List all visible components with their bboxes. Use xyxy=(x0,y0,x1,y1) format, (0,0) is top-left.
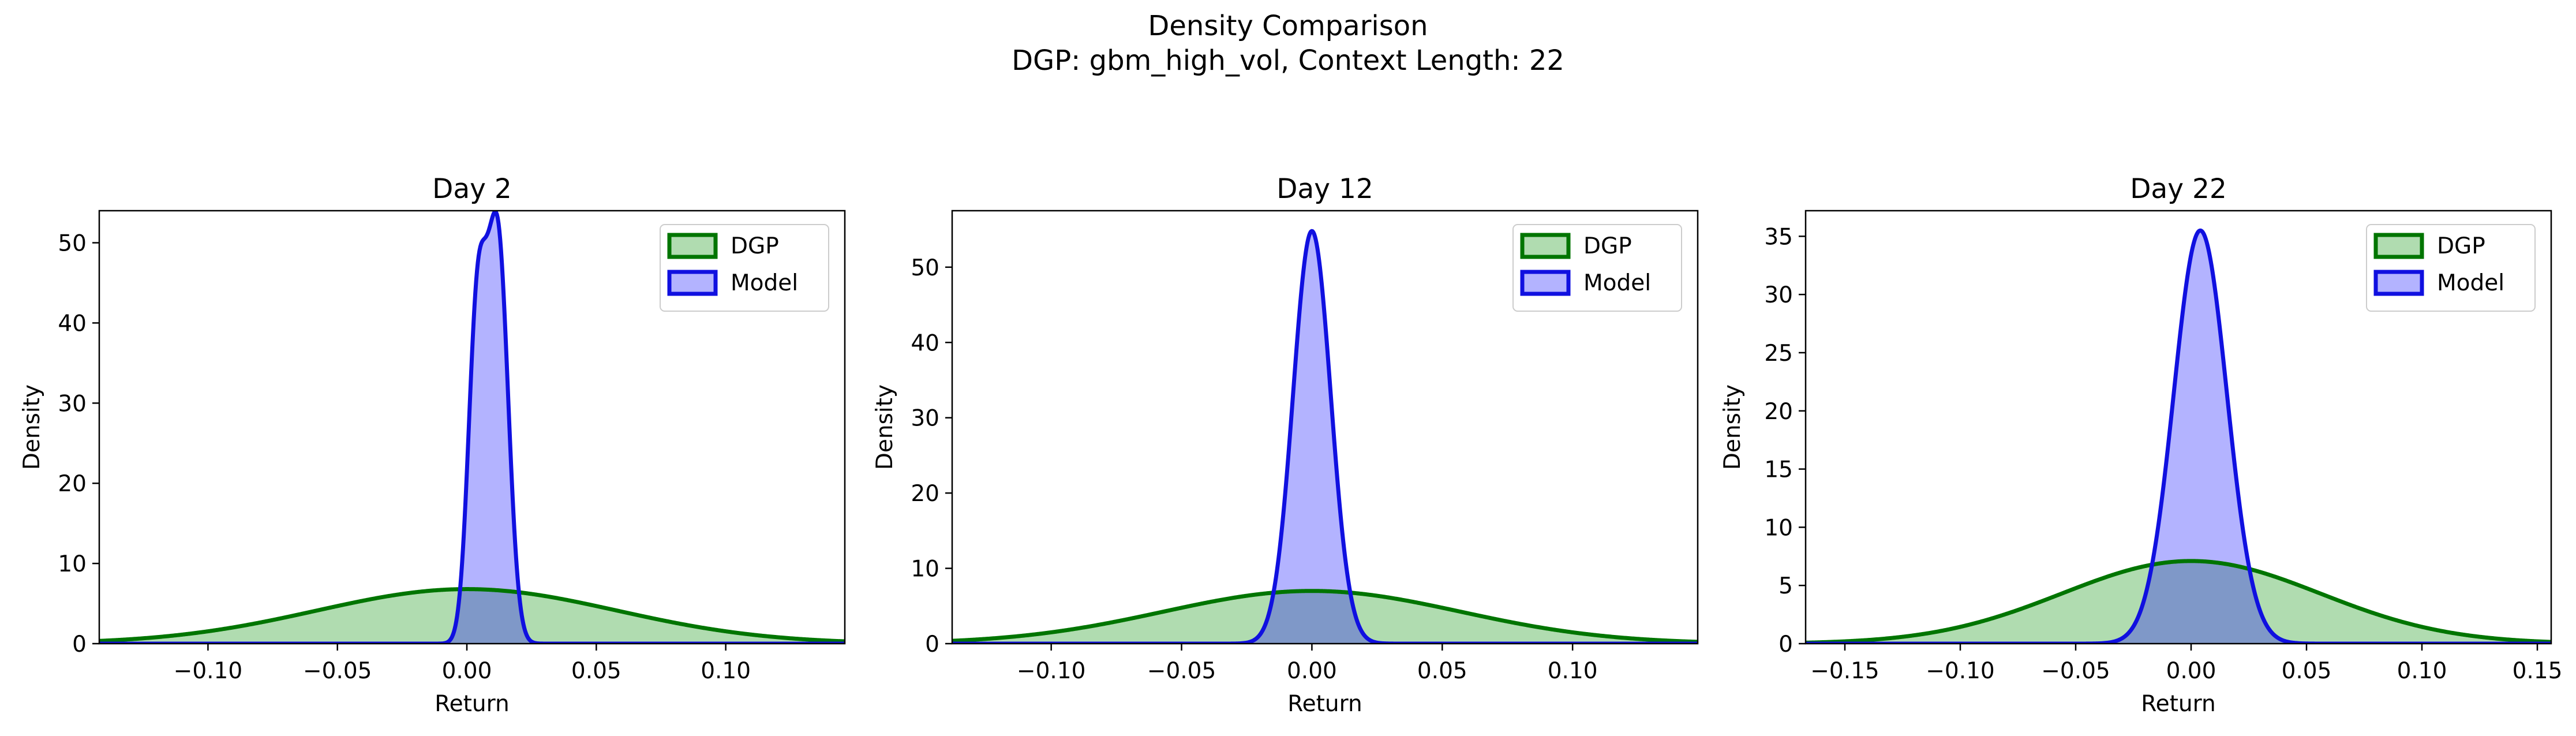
panel-3-ytick-label: 30 xyxy=(1764,282,1793,308)
panel-2-ylabel: Density xyxy=(872,384,898,470)
panel-3-xtick-label: −0.10 xyxy=(1926,658,1995,684)
panel-2-xlabel: Return xyxy=(1287,691,1362,717)
panel-1-ytick-label: 10 xyxy=(58,551,87,577)
panel-2-legend-swatch-model xyxy=(1520,270,1571,296)
panel-2-ytick-label: 0 xyxy=(925,632,939,657)
panel-2-ytick-label: 30 xyxy=(911,406,939,432)
panel-3-ytick-label: 5 xyxy=(1779,573,1793,599)
panel-1-model-line xyxy=(99,211,845,644)
panel-2-model-line xyxy=(952,229,1698,644)
panel-2-xtick-label: 0.00 xyxy=(1287,658,1337,684)
panel-1-legend-swatch-dgp xyxy=(667,233,718,259)
panel-1-legend-label-dgp: DGP xyxy=(731,233,779,259)
panel-2-xtick-label: −0.10 xyxy=(1017,658,1086,684)
panel-2-legend-swatch-dgp xyxy=(1520,233,1571,259)
panel-3-legend-label-dgp: DGP xyxy=(2437,233,2485,259)
panel-1-overlap-area xyxy=(99,589,845,644)
panel-3-legend-swatch-model xyxy=(2373,270,2424,296)
panel-2-ytick-label: 40 xyxy=(911,330,939,356)
panel-2-xtick-label: 0.10 xyxy=(1548,658,1598,684)
panel-3-ytick-label: 15 xyxy=(1764,457,1793,483)
panel-1: −0.10 −0.05 0.00 0.05 0.10 0 10 20 30 40 50 Day 2 Re… xyxy=(19,173,846,717)
panel-2-ytick-label: 50 xyxy=(911,255,939,281)
panel-2-legend-label-model: Model xyxy=(1583,270,1651,296)
panel-3-title: Day 22 xyxy=(2130,173,2227,205)
panel-1-dgp-line xyxy=(99,587,845,644)
panel-3-xtick-label: 0.15 xyxy=(2513,658,2563,684)
panel-1-ylabel: Density xyxy=(19,384,45,470)
panel-2-xtick-label: 0.05 xyxy=(1417,658,1467,684)
panel-1-ytick-label: 40 xyxy=(58,311,87,337)
panel-3-xtick-label: 0.10 xyxy=(2397,658,2447,684)
panel-3-legend: DGP Model xyxy=(2366,224,2536,312)
panel-3-xtick-label: −0.05 xyxy=(2041,658,2110,684)
figure-subtitle: DGP: gbm_high_vol, Context Length: 22 xyxy=(1012,44,1564,77)
panel-1-xtick-label: −0.05 xyxy=(303,658,372,684)
panel-1-xtick-label: 0.10 xyxy=(701,658,751,684)
panel-3-dgp-line xyxy=(1806,559,2551,644)
panel-3-model-area xyxy=(1806,230,2551,644)
panel-3-xtick-label: 0.00 xyxy=(2166,658,2216,684)
panel-1-legend: DGP Model xyxy=(660,224,829,312)
panel-3: −0.15 −0.10 −0.05 0.00 0.05 0.10 0.15 0 5 10 15 20 2… xyxy=(1720,173,2562,717)
panel-3-ytick-label: 35 xyxy=(1764,224,1793,250)
panel-2-legend: DGP Model xyxy=(1512,224,1682,312)
panel-1-xtick-label: 0.05 xyxy=(571,658,621,684)
panel-2-title: Day 12 xyxy=(1276,173,1373,205)
panel-3-legend-swatch-dgp xyxy=(2373,233,2424,259)
panel-3-ytick-label: 25 xyxy=(1764,341,1793,367)
panel-1-xlabel: Return xyxy=(435,691,509,717)
panel-2-ytick-label: 10 xyxy=(911,556,939,582)
panel-2-xtick-label: −0.05 xyxy=(1147,658,1216,684)
panel-1-ytick-label: 20 xyxy=(58,471,87,497)
panel-1-xtick-label: 0.00 xyxy=(442,658,492,684)
panel-1-axes-frame xyxy=(98,210,846,645)
panel-2-model-area xyxy=(952,231,1698,644)
panel-1-title: Day 2 xyxy=(432,173,512,205)
panel-3-overlap-area xyxy=(1806,561,2551,644)
panel-2-ytick-label: 20 xyxy=(911,481,939,507)
panel-2-dgp-line xyxy=(952,589,1698,644)
panel-3-ytick-label: 0 xyxy=(1779,632,1793,657)
panel-3-ytick-label: 20 xyxy=(1764,399,1793,425)
panel-3-legend-label-model: Model xyxy=(2437,270,2504,296)
panel-2-legend-label-dgp: DGP xyxy=(1583,233,1632,259)
panel-3-axes-frame xyxy=(1804,210,2552,645)
panel-1-xtick-label: −0.10 xyxy=(174,658,243,684)
panel-1-ytick-label: 30 xyxy=(58,391,87,417)
panel-1-legend-swatch-model xyxy=(667,270,718,296)
panel-1-legend-label-model: Model xyxy=(731,270,798,296)
panel-3-ylabel: Density xyxy=(1720,384,1746,470)
panel-1-ytick-label: 50 xyxy=(58,231,87,257)
panel-1-model-area xyxy=(99,211,845,644)
panel-3-ytick-label: 10 xyxy=(1764,515,1793,541)
figure-title: Density Comparison xyxy=(1148,10,1428,42)
panel-3-xlabel: Return xyxy=(2141,691,2215,717)
panel-3-xtick-label: 0.05 xyxy=(2282,658,2332,684)
panel-2: −0.10 −0.05 0.00 0.05 0.10 0 10 20 30 40 50 Day 12 R… xyxy=(872,173,1699,717)
panel-2-overlap-area xyxy=(952,591,1698,644)
panel-3-xtick-label: −0.15 xyxy=(1810,658,1879,684)
panel-3-model-line xyxy=(1806,228,2551,644)
panel-1-ytick-label: 0 xyxy=(72,632,87,657)
panel-2-axes-frame xyxy=(951,210,1699,645)
